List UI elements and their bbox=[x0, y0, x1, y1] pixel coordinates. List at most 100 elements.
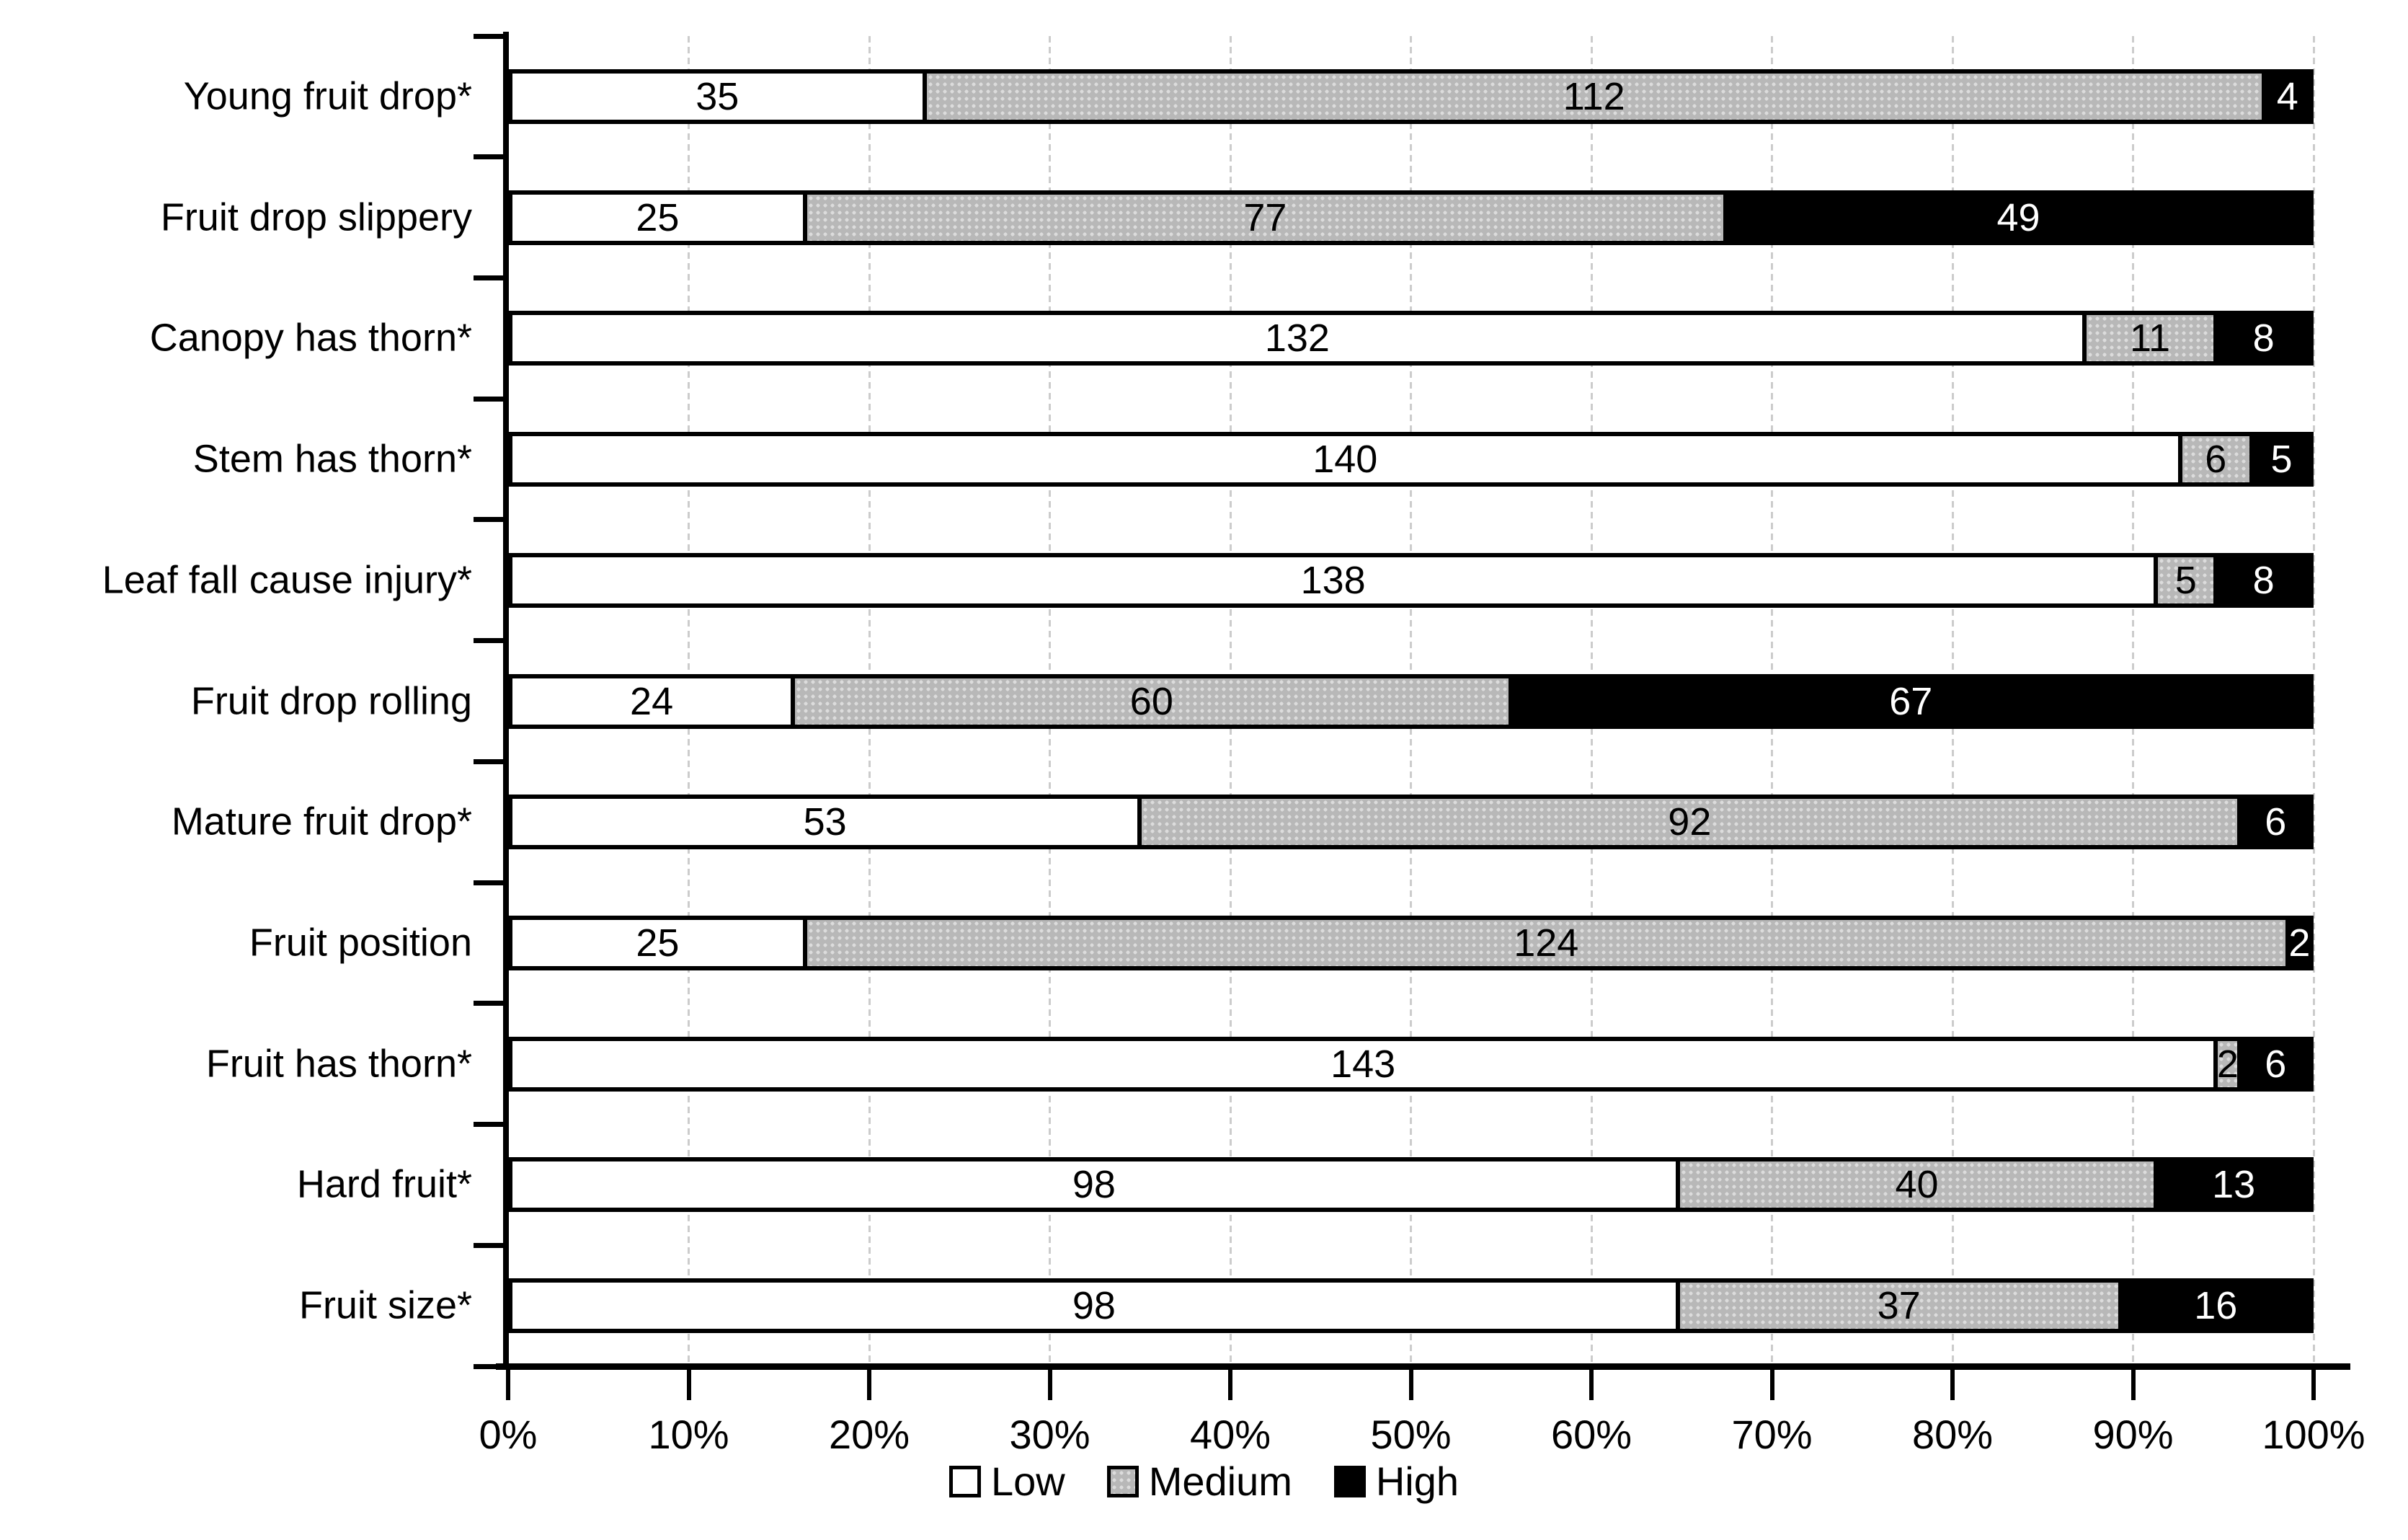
x-axis-tick bbox=[1228, 1370, 1232, 1400]
bar-segment-high: 8 bbox=[2218, 552, 2314, 608]
category-label: Leaf fall cause injury* bbox=[102, 558, 472, 602]
bar-segment-high: 2 bbox=[2288, 915, 2314, 970]
y-axis-tick bbox=[474, 154, 504, 160]
segment-value-label: 92 bbox=[1668, 800, 1712, 844]
segment-value-label: 37 bbox=[1877, 1284, 1921, 1328]
y-axis-tick bbox=[474, 1122, 504, 1128]
segment-value-label: 2 bbox=[2216, 1042, 2239, 1086]
legend-label: Medium bbox=[1148, 1459, 1292, 1504]
bar-segment-low: 24 bbox=[508, 673, 796, 729]
segment-value-label: 140 bbox=[1312, 438, 1378, 482]
bar-segment-low: 143 bbox=[508, 1036, 2218, 1092]
y-axis-tick bbox=[474, 275, 504, 280]
bar-segment-high: 8 bbox=[2218, 311, 2314, 366]
segment-value-label: 6 bbox=[2265, 1042, 2287, 1086]
segment-value-label: 112 bbox=[1563, 74, 1625, 118]
segment-value-label: 138 bbox=[1300, 558, 1366, 602]
bar-row: 98 40 13 bbox=[508, 1157, 2314, 1213]
x-axis-tick bbox=[1769, 1370, 1774, 1400]
segment-value-label: 143 bbox=[1330, 1042, 1396, 1086]
legend-item-low: Low bbox=[948, 1458, 1065, 1505]
segment-value-label: 132 bbox=[1264, 317, 1330, 360]
legend-swatch-low bbox=[948, 1465, 981, 1497]
segment-value-label: 8 bbox=[2252, 317, 2275, 360]
segment-value-label: 6 bbox=[2205, 438, 2227, 482]
x-axis-tick-label: 50% bbox=[1370, 1412, 1452, 1457]
bar-segment-low: 138 bbox=[508, 552, 2159, 608]
bar-segment-high: 16 bbox=[2122, 1278, 2314, 1334]
bar-segment-medium: 11 bbox=[2086, 311, 2218, 366]
segment-value-label: 98 bbox=[1072, 1284, 1116, 1328]
bar-row: 140 6 5 bbox=[508, 432, 2314, 487]
category-label: Hard fruit* bbox=[296, 1162, 472, 1206]
legend: Low Medium High bbox=[0, 1458, 2408, 1505]
x-axis-tick bbox=[686, 1370, 691, 1400]
x-axis-tick-label: 70% bbox=[1731, 1412, 1813, 1457]
segment-value-label: 98 bbox=[1072, 1163, 1116, 1207]
bar-row: 98 37 16 bbox=[508, 1278, 2314, 1334]
segment-value-label: 16 bbox=[2194, 1284, 2238, 1328]
segment-value-label: 2 bbox=[2288, 921, 2311, 965]
bar-row: 25 77 49 bbox=[508, 190, 2314, 245]
segment-value-label: 25 bbox=[636, 921, 680, 965]
segment-value-label: 8 bbox=[2252, 558, 2275, 602]
segment-value-label: 25 bbox=[636, 195, 680, 239]
bar-row: 132 11 8 bbox=[508, 311, 2314, 366]
bar-row: 53 92 6 bbox=[508, 795, 2314, 850]
segment-value-label: 24 bbox=[630, 679, 674, 723]
segment-value-label: 5 bbox=[2270, 438, 2293, 482]
bar-segment-medium: 37 bbox=[1679, 1278, 2123, 1334]
x-axis-tick-label: 40% bbox=[1189, 1412, 1271, 1457]
segment-value-label: 53 bbox=[803, 800, 847, 844]
category-label: Fruit size* bbox=[298, 1283, 472, 1327]
legend-label: High bbox=[1375, 1459, 1460, 1504]
segment-value-label: 67 bbox=[1889, 679, 1933, 723]
x-axis-tick-label: 60% bbox=[1550, 1412, 1632, 1457]
x-axis-tick-label: 0% bbox=[479, 1412, 538, 1457]
segment-value-label: 4 bbox=[2276, 74, 2298, 118]
x-axis-line bbox=[496, 1363, 2350, 1370]
bar-segment-low: 35 bbox=[508, 68, 927, 124]
y-axis-tick bbox=[474, 517, 504, 523]
legend-swatch-high bbox=[1333, 1465, 1366, 1497]
bar-segment-high: 6 bbox=[2242, 1036, 2314, 1092]
segment-value-label: 6 bbox=[2265, 800, 2287, 844]
x-axis-tick bbox=[2311, 1370, 2316, 1400]
segment-value-label: 124 bbox=[1514, 921, 1579, 965]
segment-value-label: 13 bbox=[2212, 1163, 2256, 1207]
bar-segment-low: 98 bbox=[508, 1157, 1680, 1213]
x-axis-tick bbox=[867, 1370, 871, 1400]
category-label: Fruit drop rolling bbox=[190, 678, 472, 722]
category-label: Stem has thorn* bbox=[192, 437, 472, 481]
segment-value-label: 35 bbox=[696, 74, 739, 118]
bar-segment-high: 67 bbox=[1512, 673, 2314, 729]
x-axis-tick-label: 90% bbox=[2092, 1412, 2174, 1457]
y-axis-tick bbox=[474, 33, 504, 39]
x-axis-tick bbox=[506, 1370, 510, 1400]
y-axis-line bbox=[503, 32, 509, 1366]
x-axis-tick bbox=[1047, 1370, 1052, 1400]
segment-value-label: 40 bbox=[1895, 1163, 1939, 1207]
x-axis-tick bbox=[1408, 1370, 1413, 1400]
x-axis-tick-label: 30% bbox=[1009, 1412, 1090, 1457]
category-label: Young fruit drop* bbox=[183, 74, 472, 118]
bar-segment-medium: 5 bbox=[2158, 552, 2218, 608]
y-axis-tick bbox=[474, 1363, 504, 1369]
bar-row: 35 112 4 bbox=[508, 68, 2314, 124]
category-label: Fruit has thorn* bbox=[205, 1041, 472, 1085]
bar-segment-low: 140 bbox=[508, 432, 2182, 487]
bar-segment-high: 13 bbox=[2158, 1157, 2314, 1213]
legend-item-medium: Medium bbox=[1106, 1458, 1292, 1505]
bar-segment-medium: 2 bbox=[2216, 1036, 2242, 1092]
x-axis-tick-label: 10% bbox=[648, 1412, 729, 1457]
bar-segment-medium: 77 bbox=[807, 190, 1728, 245]
legend-label: Low bbox=[990, 1459, 1065, 1504]
bar-row: 138 5 8 bbox=[508, 552, 2314, 608]
bar-segment-high: 5 bbox=[2254, 432, 2314, 487]
bar-segment-low: 25 bbox=[508, 190, 807, 245]
bar-segment-medium: 112 bbox=[926, 68, 2266, 124]
bar-row: 143 2 6 bbox=[508, 1036, 2314, 1092]
bar-segment-medium: 124 bbox=[807, 915, 2290, 970]
bar-segment-medium: 92 bbox=[1142, 795, 2242, 850]
